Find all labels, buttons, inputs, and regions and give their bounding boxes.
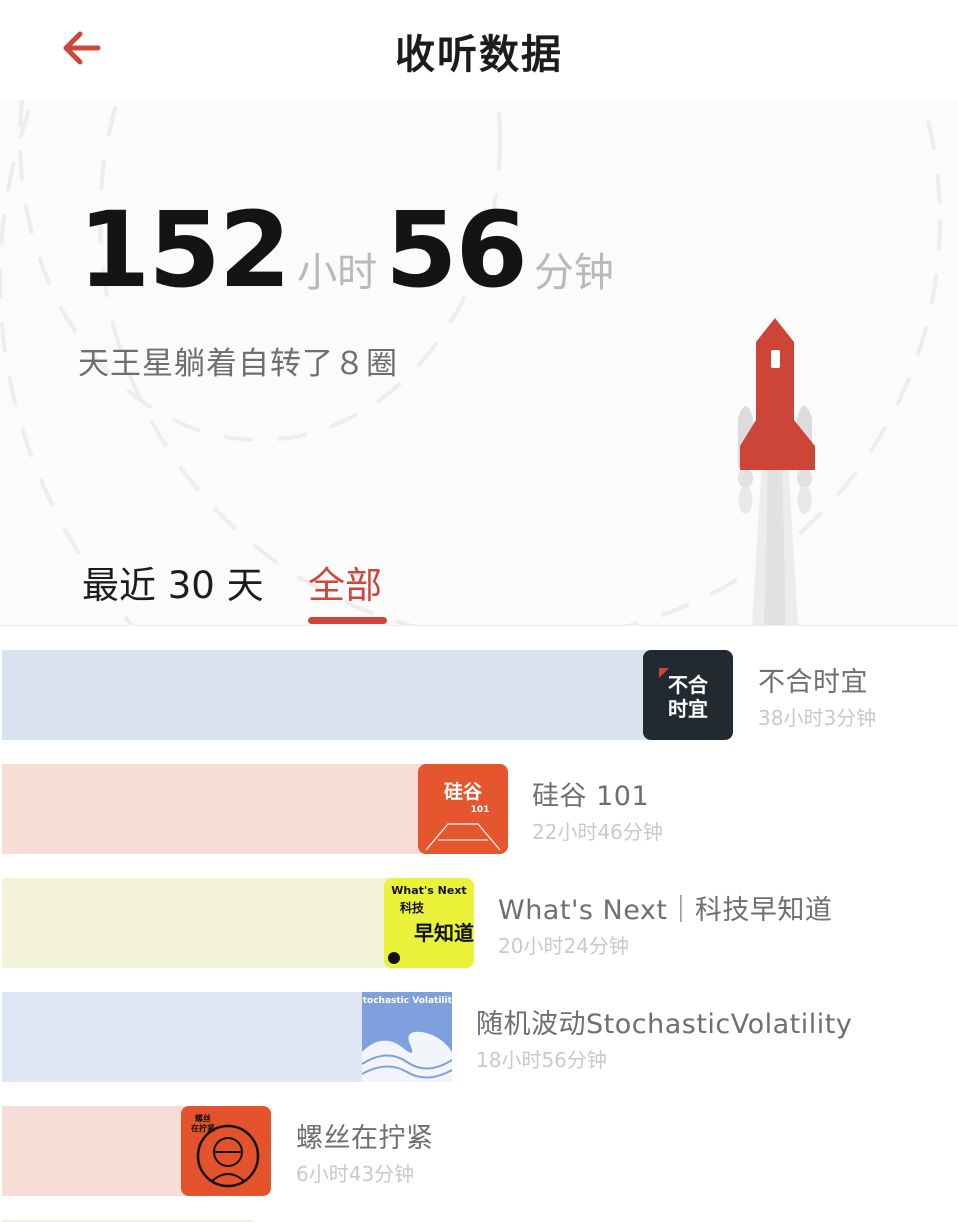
listen-duration: 38小时3分钟 <box>758 706 877 730</box>
podcast-row-4[interactable]: Stochastic Volatility 随机波动StochasticVola… <box>0 992 958 1082</box>
cover-art: What's Next 科技 早知道 <box>388 884 474 964</box>
podcast-cover-image: 螺丝 在拧紧 <box>181 1106 271 1196</box>
podcast-row-6-partial[interactable] <box>0 1220 958 1222</box>
page-title: 收听数据 <box>395 32 563 78</box>
cover-art: 硅谷 101 <box>425 781 501 851</box>
hours-value: 152 <box>78 189 291 311</box>
cover-title-line-2: 科技 <box>400 900 425 915</box>
tab-recent-30-days[interactable]: 最近 30 天 <box>82 564 264 607</box>
minutes-unit: 分钟 <box>533 250 614 296</box>
podcast-cover-image: What's Next 科技 早知道 <box>384 878 474 968</box>
podcast-row-2[interactable]: 硅谷 101 硅谷 101 22小时46分钟 <box>0 764 958 854</box>
podcast-cover-image: 硅谷 101 <box>418 764 508 854</box>
total-listen-time: 152 小时 56 分钟 <box>78 198 622 302</box>
podcast-ranking-list: 不合 时宜 不合时宜 38小时3分钟 硅谷 101 硅谷 101 22小时46分… <box>0 626 958 1222</box>
podcast-row-3[interactable]: What's Next 科技 早知道 What's Next｜科技早知道 20小… <box>0 878 958 968</box>
time-range-tabs: 最近 30 天 全部 <box>0 555 958 626</box>
cover-title-line-2: 101 <box>471 805 490 815</box>
listen-time-bar <box>2 764 462 854</box>
listen-time-bar <box>2 878 428 968</box>
cover-art: Stochastic Volatility <box>362 996 452 1082</box>
listen-duration: 22小时46分钟 <box>532 820 663 844</box>
orbit-decoration <box>0 100 942 626</box>
podcast-title: What's Next｜科技早知道 <box>498 895 833 926</box>
cover-title-line-1: 不合 <box>668 673 709 697</box>
podcast-cover-image: 不合 时宜 <box>643 650 733 740</box>
divider <box>0 625 958 626</box>
podcast-title: 不合时宜 <box>758 667 868 698</box>
listen-time-bar <box>2 992 406 1082</box>
listen-duration: 6小时43分钟 <box>296 1162 415 1186</box>
cover-title-line-1: What's Next <box>391 884 466 897</box>
cover-title-line-2: 在拧紧 <box>191 1123 215 1133</box>
podcast-title: 随机波动StochasticVolatility <box>476 1009 853 1040</box>
cover-title-line-3: 早知道 <box>414 921 474 945</box>
rocket-icon <box>738 318 815 626</box>
cover-title-line-1: 硅谷 <box>444 781 483 803</box>
cover-art: 不合 时宜 <box>659 668 709 721</box>
cover-art: 螺丝 在拧紧 <box>191 1113 260 1188</box>
back-button[interactable] <box>58 26 106 70</box>
hours-unit: 小时 <box>297 250 378 296</box>
podcast-title: 硅谷 101 <box>532 781 650 812</box>
listen-duration: 18小时56分钟 <box>476 1048 607 1072</box>
listen-time-bar <box>2 1220 252 1222</box>
podcast-row-5[interactable]: 螺丝 在拧紧 螺丝在拧紧 6小时43分钟 <box>0 1106 958 1196</box>
listen-time-bar <box>2 650 682 740</box>
arrow-left-icon <box>63 31 101 65</box>
podcast-row-1[interactable]: 不合 时宜 不合时宜 38小时3分钟 <box>0 650 958 740</box>
listening-summary-panel: 152 小时 56 分钟 天王星躺着自转了８圈 最近 30 天 全部 <box>0 100 958 626</box>
top-bar: 收听数据 <box>0 0 958 100</box>
tab-all[interactable]: 全部 <box>308 564 382 607</box>
cover-title-line-1: Stochastic Volatility <box>362 996 452 1006</box>
podcast-cover-image: Stochastic Volatility <box>362 992 452 1082</box>
podcast-title: 螺丝在拧紧 <box>296 1123 434 1154</box>
cover-title-line-2: 时宜 <box>668 697 708 721</box>
minutes-value: 56 <box>385 189 528 311</box>
fun-fact-text: 天王星躺着自转了８圈 <box>78 346 398 382</box>
listen-duration: 20小时24分钟 <box>498 934 629 958</box>
cover-title-line-1: 螺丝 <box>195 1113 211 1123</box>
active-tab-indicator <box>308 617 387 624</box>
